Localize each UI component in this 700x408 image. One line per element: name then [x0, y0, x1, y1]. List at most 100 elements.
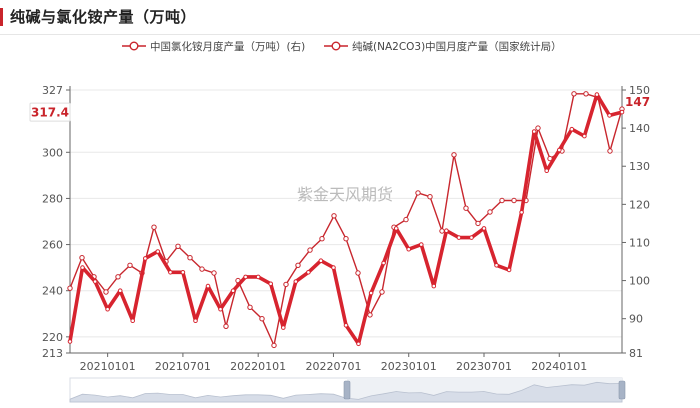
- y-right-tick-label: 100: [629, 275, 650, 288]
- data-point-soda-ash: [607, 113, 612, 118]
- data-point-ammonium-chloride: [535, 125, 541, 131]
- data-point-ammonium-chloride: [211, 270, 217, 276]
- data-point-ammonium-chloride: [451, 152, 457, 158]
- data-point-ammonium-chloride: [271, 342, 277, 349]
- data-point-ammonium-chloride: [259, 316, 265, 322]
- y-left-tick-label: 327: [42, 84, 63, 97]
- data-point-soda-ash: [431, 283, 437, 289]
- data-point-ammonium-chloride: [103, 289, 109, 295]
- legend-label-1[interactable]: 中国氯化铵月度产量（万吨）(右): [150, 40, 305, 53]
- x-tick-label: 20220701: [305, 360, 361, 373]
- data-point-ammonium-chloride: [475, 220, 481, 227]
- data-point-soda-ash: [506, 267, 512, 273]
- data-point-soda-ash: [92, 279, 98, 284]
- data-point-soda-ash: [356, 341, 361, 347]
- data-point-soda-ash: [331, 265, 336, 270]
- y-right-tick-label: 140: [629, 122, 650, 135]
- legend-label-2[interactable]: 纯碱(NA2CO3)中国月度产量（国家统计局）: [352, 40, 562, 53]
- y-left-tick-label: 300: [42, 146, 63, 159]
- right-end-value-label: 147: [625, 95, 650, 109]
- data-point-ammonium-chloride: [367, 312, 373, 318]
- data-point-ammonium-chloride: [307, 247, 313, 253]
- data-point-soda-ash: [218, 306, 223, 312]
- data-point-soda-ash: [406, 246, 412, 252]
- data-point-ammonium-chloride: [571, 91, 577, 97]
- x-tick-label: 20210101: [80, 360, 136, 373]
- data-point-ammonium-chloride: [187, 255, 193, 261]
- data-point-soda-ash: [557, 147, 562, 153]
- y-left-tick-label: 213: [42, 347, 63, 360]
- data-point-soda-ash: [481, 226, 487, 231]
- data-point-soda-ash: [67, 339, 73, 344]
- data-point-ammonium-chloride: [463, 205, 469, 211]
- x-tick-label: 20240101: [531, 360, 587, 373]
- y-right-tick-label: 110: [629, 236, 650, 249]
- data-point-ammonium-chloride: [511, 197, 517, 204]
- legend-marker-1[interactable]: [129, 41, 139, 51]
- data-point-ammonium-chloride: [223, 323, 229, 329]
- data-point-soda-ash: [306, 270, 311, 275]
- data-point-soda-ash: [281, 325, 286, 330]
- data-point-soda-ash: [544, 168, 550, 173]
- data-point-ammonium-chloride: [439, 228, 445, 234]
- watermark-text: 紫金天风期货: [297, 185, 393, 204]
- data-point-soda-ash: [318, 258, 324, 264]
- data-point-ammonium-chloride: [115, 274, 121, 280]
- page-title: 纯碱与氯化铵产量（万吨）: [10, 8, 197, 26]
- data-point-soda-ash: [343, 323, 349, 328]
- data-point-ammonium-chloride: [247, 304, 253, 310]
- y-right-tick-label: 150: [629, 84, 650, 97]
- data-point-soda-ash: [230, 288, 236, 294]
- data-point-ammonium-chloride: [499, 197, 505, 204]
- data-point-soda-ash: [293, 279, 299, 284]
- data-point-ammonium-chloride: [295, 262, 301, 268]
- legend-marker-2[interactable]: [331, 41, 341, 51]
- y-right-tick-label: 130: [629, 160, 650, 173]
- data-point-ammonium-chloride: [67, 285, 73, 291]
- range-slider-handle-start[interactable]: [343, 380, 351, 400]
- data-point-ammonium-chloride: [583, 91, 589, 97]
- data-point-soda-ash: [619, 109, 625, 115]
- data-point-soda-ash: [393, 226, 399, 231]
- data-point-ammonium-chloride: [379, 289, 385, 295]
- data-point-soda-ash: [168, 270, 173, 275]
- data-point-soda-ash: [117, 288, 123, 294]
- data-point-ammonium-chloride: [343, 236, 349, 242]
- data-point-soda-ash: [143, 256, 148, 261]
- data-point-ammonium-chloride: [283, 281, 289, 288]
- data-point-soda-ash: [243, 274, 248, 280]
- data-point-soda-ash: [268, 281, 274, 287]
- data-point-soda-ash: [368, 290, 374, 296]
- data-point-soda-ash: [155, 249, 161, 254]
- data-point-soda-ash: [255, 274, 261, 280]
- data-point-ammonium-chloride: [79, 255, 85, 261]
- data-point-soda-ash: [494, 263, 499, 268]
- data-point-soda-ash: [594, 92, 600, 97]
- data-point-ammonium-chloride: [487, 209, 493, 215]
- y-right-tick-label: 120: [629, 198, 650, 211]
- data-point-soda-ash: [105, 306, 110, 312]
- series-line-ammonium-chloride: [69, 93, 623, 347]
- data-point-soda-ash: [531, 129, 537, 134]
- y-left-tick-label: 240: [42, 285, 63, 298]
- data-point-soda-ash: [205, 283, 211, 289]
- y-right-tick-label: 90: [629, 313, 643, 326]
- data-point-soda-ash: [569, 126, 575, 132]
- data-point-ammonium-chloride: [607, 148, 613, 154]
- data-point-ammonium-chloride: [199, 266, 205, 272]
- title-accent-bar: [0, 8, 3, 26]
- data-point-soda-ash: [456, 235, 462, 240]
- x-tick-label: 20230101: [381, 360, 437, 373]
- range-slider-handle-end[interactable]: [618, 380, 626, 400]
- title-bar: 纯碱与氯化铵产量（万吨）: [0, 0, 700, 35]
- data-point-ammonium-chloride: [403, 216, 409, 223]
- y-left-tick-label: 280: [42, 192, 63, 205]
- y-left-tick-label: 220: [42, 331, 63, 344]
- y-left-tick-label: 260: [42, 239, 63, 252]
- data-point-soda-ash: [130, 318, 135, 324]
- data-point-soda-ash: [519, 210, 524, 215]
- data-point-soda-ash: [469, 235, 474, 240]
- left-end-label-box: [29, 102, 71, 122]
